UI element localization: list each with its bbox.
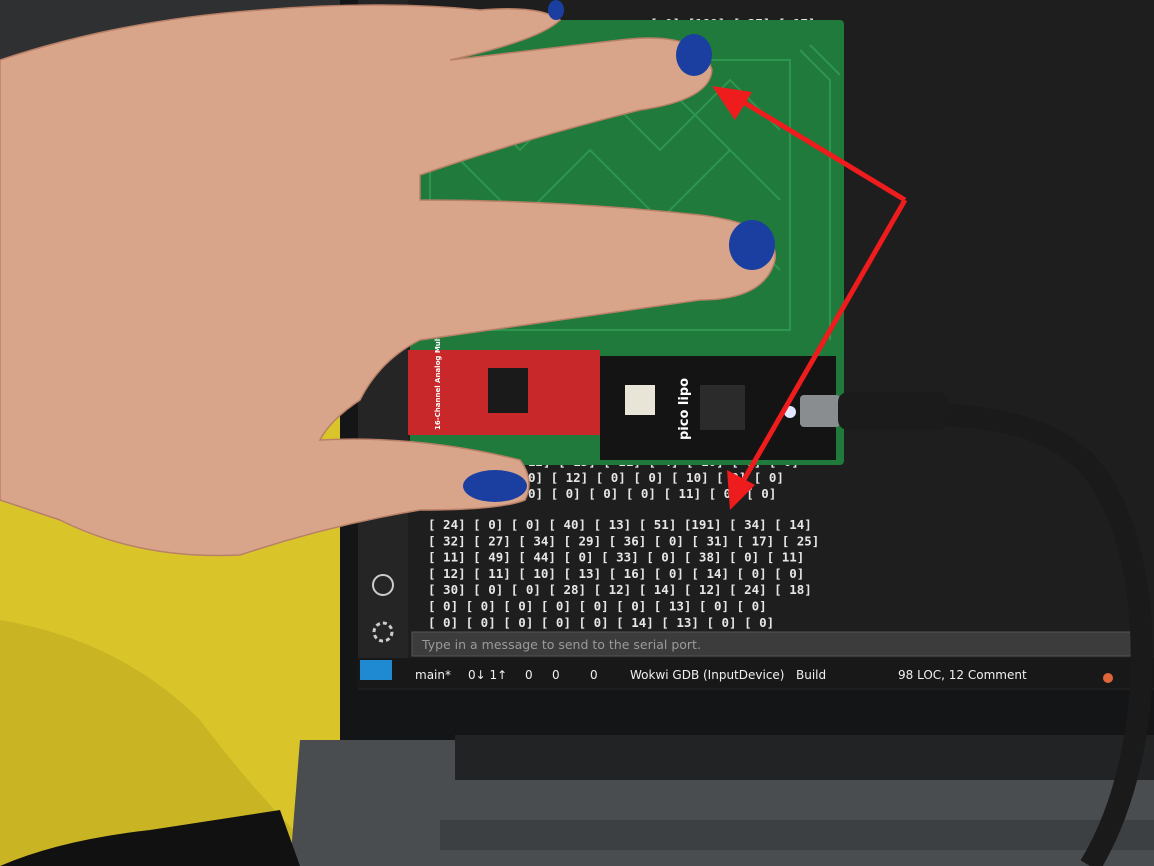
mux-chip <box>488 368 528 413</box>
status-stats: 98 LOC, 12 Comment <box>898 668 1027 682</box>
laptop-hinge <box>455 735 1154 780</box>
battery-connector <box>625 385 655 415</box>
status-errors: 0 <box>525 668 533 682</box>
status-icon <box>1103 673 1113 683</box>
serial-line: [ 30] [ 0] [ 0] [ 28] [ 12] [ 14] [ 12] … <box>428 582 812 597</box>
input-placeholder: Type in a message to send to the serial … <box>421 637 701 652</box>
serial-line: [ 12] [ 11] [ 10] [ 13] [ 16] [ 0] [ 14]… <box>428 566 804 581</box>
status-debug: Wokwi GDB (InputDevice) <box>630 668 784 682</box>
usb-plug <box>800 395 840 427</box>
rp2040-chip <box>700 385 745 430</box>
usb-connector <box>838 392 948 430</box>
serial-line: 0] [ 0] [ 0] [ 0] [ 11] [ 0] [ 0] <box>528 486 776 501</box>
account-icon[interactable] <box>372 574 394 596</box>
serial-output: [ 0] [189] [ 27] [ 17]12] [ 13] [ 11] [ … <box>428 16 819 630</box>
serial-line: 0] [ 12] [ 0] [ 0] [ 10] [ 0] [ 0] <box>528 470 784 485</box>
cloth-shadow <box>0 620 330 866</box>
status-bar <box>358 658 1154 688</box>
mux-label: 16-Channel Analog Multiplexer <box>434 308 442 430</box>
keyboard-grille <box>440 820 1154 850</box>
status-build: Build <box>796 668 826 682</box>
pico-label: pico lipo <box>677 378 692 440</box>
status-ports: 0 <box>590 668 598 682</box>
status-warnings: 0 <box>552 668 560 682</box>
settings-icon[interactable] <box>372 621 394 643</box>
annotation-arrows <box>712 86 908 510</box>
nails <box>463 0 775 502</box>
serial-line: [ 0] [ 0] [ 0] [ 0] [ 0] [ 0] [ 13] [ 0]… <box>428 599 767 614</box>
serial-line: [ 11] [ 49] [ 44] [ 0] [ 33] [ 0] [ 38] … <box>428 550 804 565</box>
serial-line: [ 24] [ 0] [ 0] [ 40] [ 13] [ 51] [191] … <box>428 517 812 532</box>
serial-line: [ 0] [ 0] [ 0] [ 0] [ 0] [ 14] [ 13] [ 0… <box>428 615 774 630</box>
usb-cable <box>944 404 1153 866</box>
status-sync: 0↓ 1↑ <box>468 668 507 682</box>
remote-button[interactable] <box>360 660 392 680</box>
status-branch: main* <box>415 668 451 682</box>
lower-cable <box>0 810 300 866</box>
serial-line: [ 32] [ 27] [ 34] [ 29] [ 36] [ 0] [ 31]… <box>428 533 819 548</box>
